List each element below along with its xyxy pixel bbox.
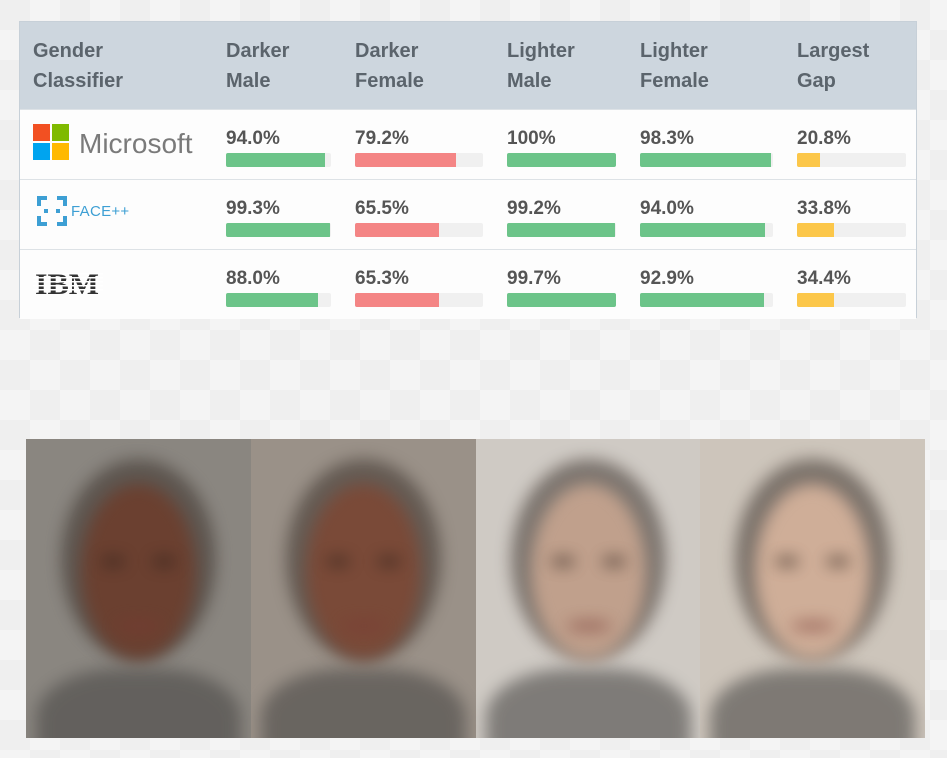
faceplusplus-label: FACE++ (71, 202, 130, 220)
lighter-male-average-face (475, 439, 701, 738)
bar-fill (640, 293, 764, 307)
gender-classifier-table: Gender Classifier Darker Male Darker Female Li… (19, 21, 917, 319)
value-label: 94.0% (640, 198, 694, 219)
average-faces-strip (26, 439, 925, 738)
value-label: 20.8% (797, 128, 851, 149)
bar-fill (226, 223, 331, 237)
column-header: Lighter Female (640, 36, 780, 96)
ibm-logo: IBM (33, 262, 113, 302)
column-header: Largest Gap (797, 36, 937, 96)
bar-fill (226, 293, 319, 307)
value-label: 79.2% (355, 128, 409, 149)
column-header-line: Classifier (33, 70, 124, 92)
column-header-line: Female (640, 70, 709, 92)
value-label: 65.3% (355, 268, 409, 289)
bar-fill (507, 293, 616, 307)
column-header: Lighter Male (507, 36, 647, 96)
column-header-line: Male (507, 70, 552, 92)
bar-track (226, 223, 331, 237)
column-header-line: Gender (33, 40, 104, 62)
value-label: 33.8% (797, 198, 851, 219)
value-label: 99.2% (507, 198, 561, 219)
faceplusplus-icon (37, 196, 67, 226)
value-label: 100% (507, 128, 556, 149)
column-header-line: Male (226, 70, 271, 92)
column-header-line: Lighter (507, 40, 575, 62)
svg-text:Microsoft: Microsoft (79, 128, 193, 159)
bar-fill (355, 223, 439, 237)
bar-fill (226, 153, 325, 167)
svg-text:IBM: IBM (35, 268, 99, 301)
bar-track (797, 153, 906, 167)
bar-track (355, 293, 483, 307)
column-header: Gender Classifier (33, 36, 173, 96)
value-label: 65.5% (355, 198, 409, 219)
bar-fill (355, 293, 439, 307)
value-label: 34.4% (797, 268, 851, 289)
bar-track (640, 153, 773, 167)
column-header-line: Largest (797, 40, 870, 62)
table-row: Microsoft 94.0% 79.2% 100% 98.3% 20.8% (20, 109, 916, 179)
table-row: FACE++ 99.3% 65.5% 99.2% 94.0% 33.8% (20, 179, 916, 249)
bar-track (355, 153, 483, 167)
value-label: 99.7% (507, 268, 561, 289)
column-header-line: Darker (355, 40, 419, 62)
column-header-line: Female (355, 70, 424, 92)
bar-fill (640, 153, 771, 167)
bar-track (507, 223, 616, 237)
bar-fill (355, 153, 457, 167)
bar-fill (640, 223, 766, 237)
column-header-line: Darker (226, 40, 290, 62)
bar-track (640, 223, 773, 237)
value-label: 98.3% (640, 128, 694, 149)
bar-track (355, 223, 483, 237)
bar-track (226, 293, 331, 307)
darker-male-average-face (26, 439, 251, 738)
column-header-line: Lighter (640, 40, 708, 62)
bar-track (507, 153, 616, 167)
value-label: 99.3% (226, 198, 280, 219)
table-row: IBM 88.0% 65.3% 99.7% 92.9% 34.4% (20, 249, 916, 319)
value-label: 92.9% (640, 268, 694, 289)
bar-track (797, 293, 906, 307)
bar-fill (797, 223, 834, 237)
bar-fill (797, 293, 835, 307)
bar-track (640, 293, 773, 307)
bar-fill (797, 153, 820, 167)
value-label: 88.0% (226, 268, 280, 289)
column-header-line: Gap (797, 70, 836, 92)
faceplusplus-logo: FACE++ (33, 192, 130, 232)
column-header: Darker Male (226, 36, 366, 96)
microsoft-logo: Microsoft (33, 122, 203, 162)
table-header: Gender Classifier Darker Male Darker Female Li… (20, 22, 916, 109)
bar-fill (507, 223, 616, 237)
darker-female-average-face (250, 439, 476, 738)
bar-track (507, 293, 616, 307)
column-header: Darker Female (355, 36, 495, 96)
bar-fill (507, 153, 616, 167)
value-label: 94.0% (226, 128, 280, 149)
bar-track (226, 153, 331, 167)
lighter-female-average-face (700, 439, 925, 738)
bar-track (797, 223, 906, 237)
